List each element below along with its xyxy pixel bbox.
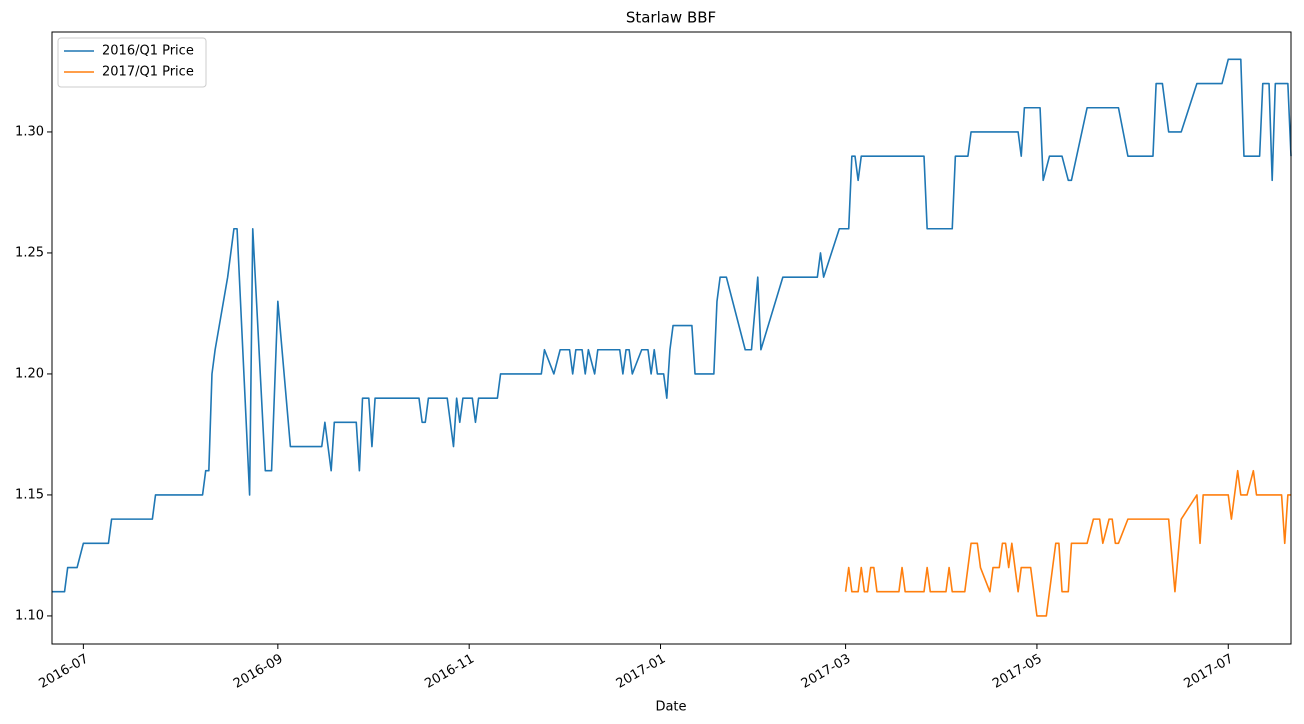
legend-label: 2016/Q1 Price xyxy=(102,44,194,59)
y-tick-label: 1.15 xyxy=(15,487,44,502)
line-series xyxy=(844,469,1291,617)
plot-frame xyxy=(51,31,1292,645)
legend-label: 2017/Q1 Price xyxy=(102,65,194,80)
y-tick-label: 1.20 xyxy=(15,366,44,381)
x-axis-label: Date xyxy=(655,700,686,715)
y-tick-label: 1.10 xyxy=(15,608,44,623)
y-tick-label: 1.30 xyxy=(15,124,44,139)
chart-title: Starlaw BBF xyxy=(626,9,716,27)
y-tick-label: 1.25 xyxy=(15,245,44,260)
line-series xyxy=(52,58,1292,593)
legend-box xyxy=(57,37,207,88)
